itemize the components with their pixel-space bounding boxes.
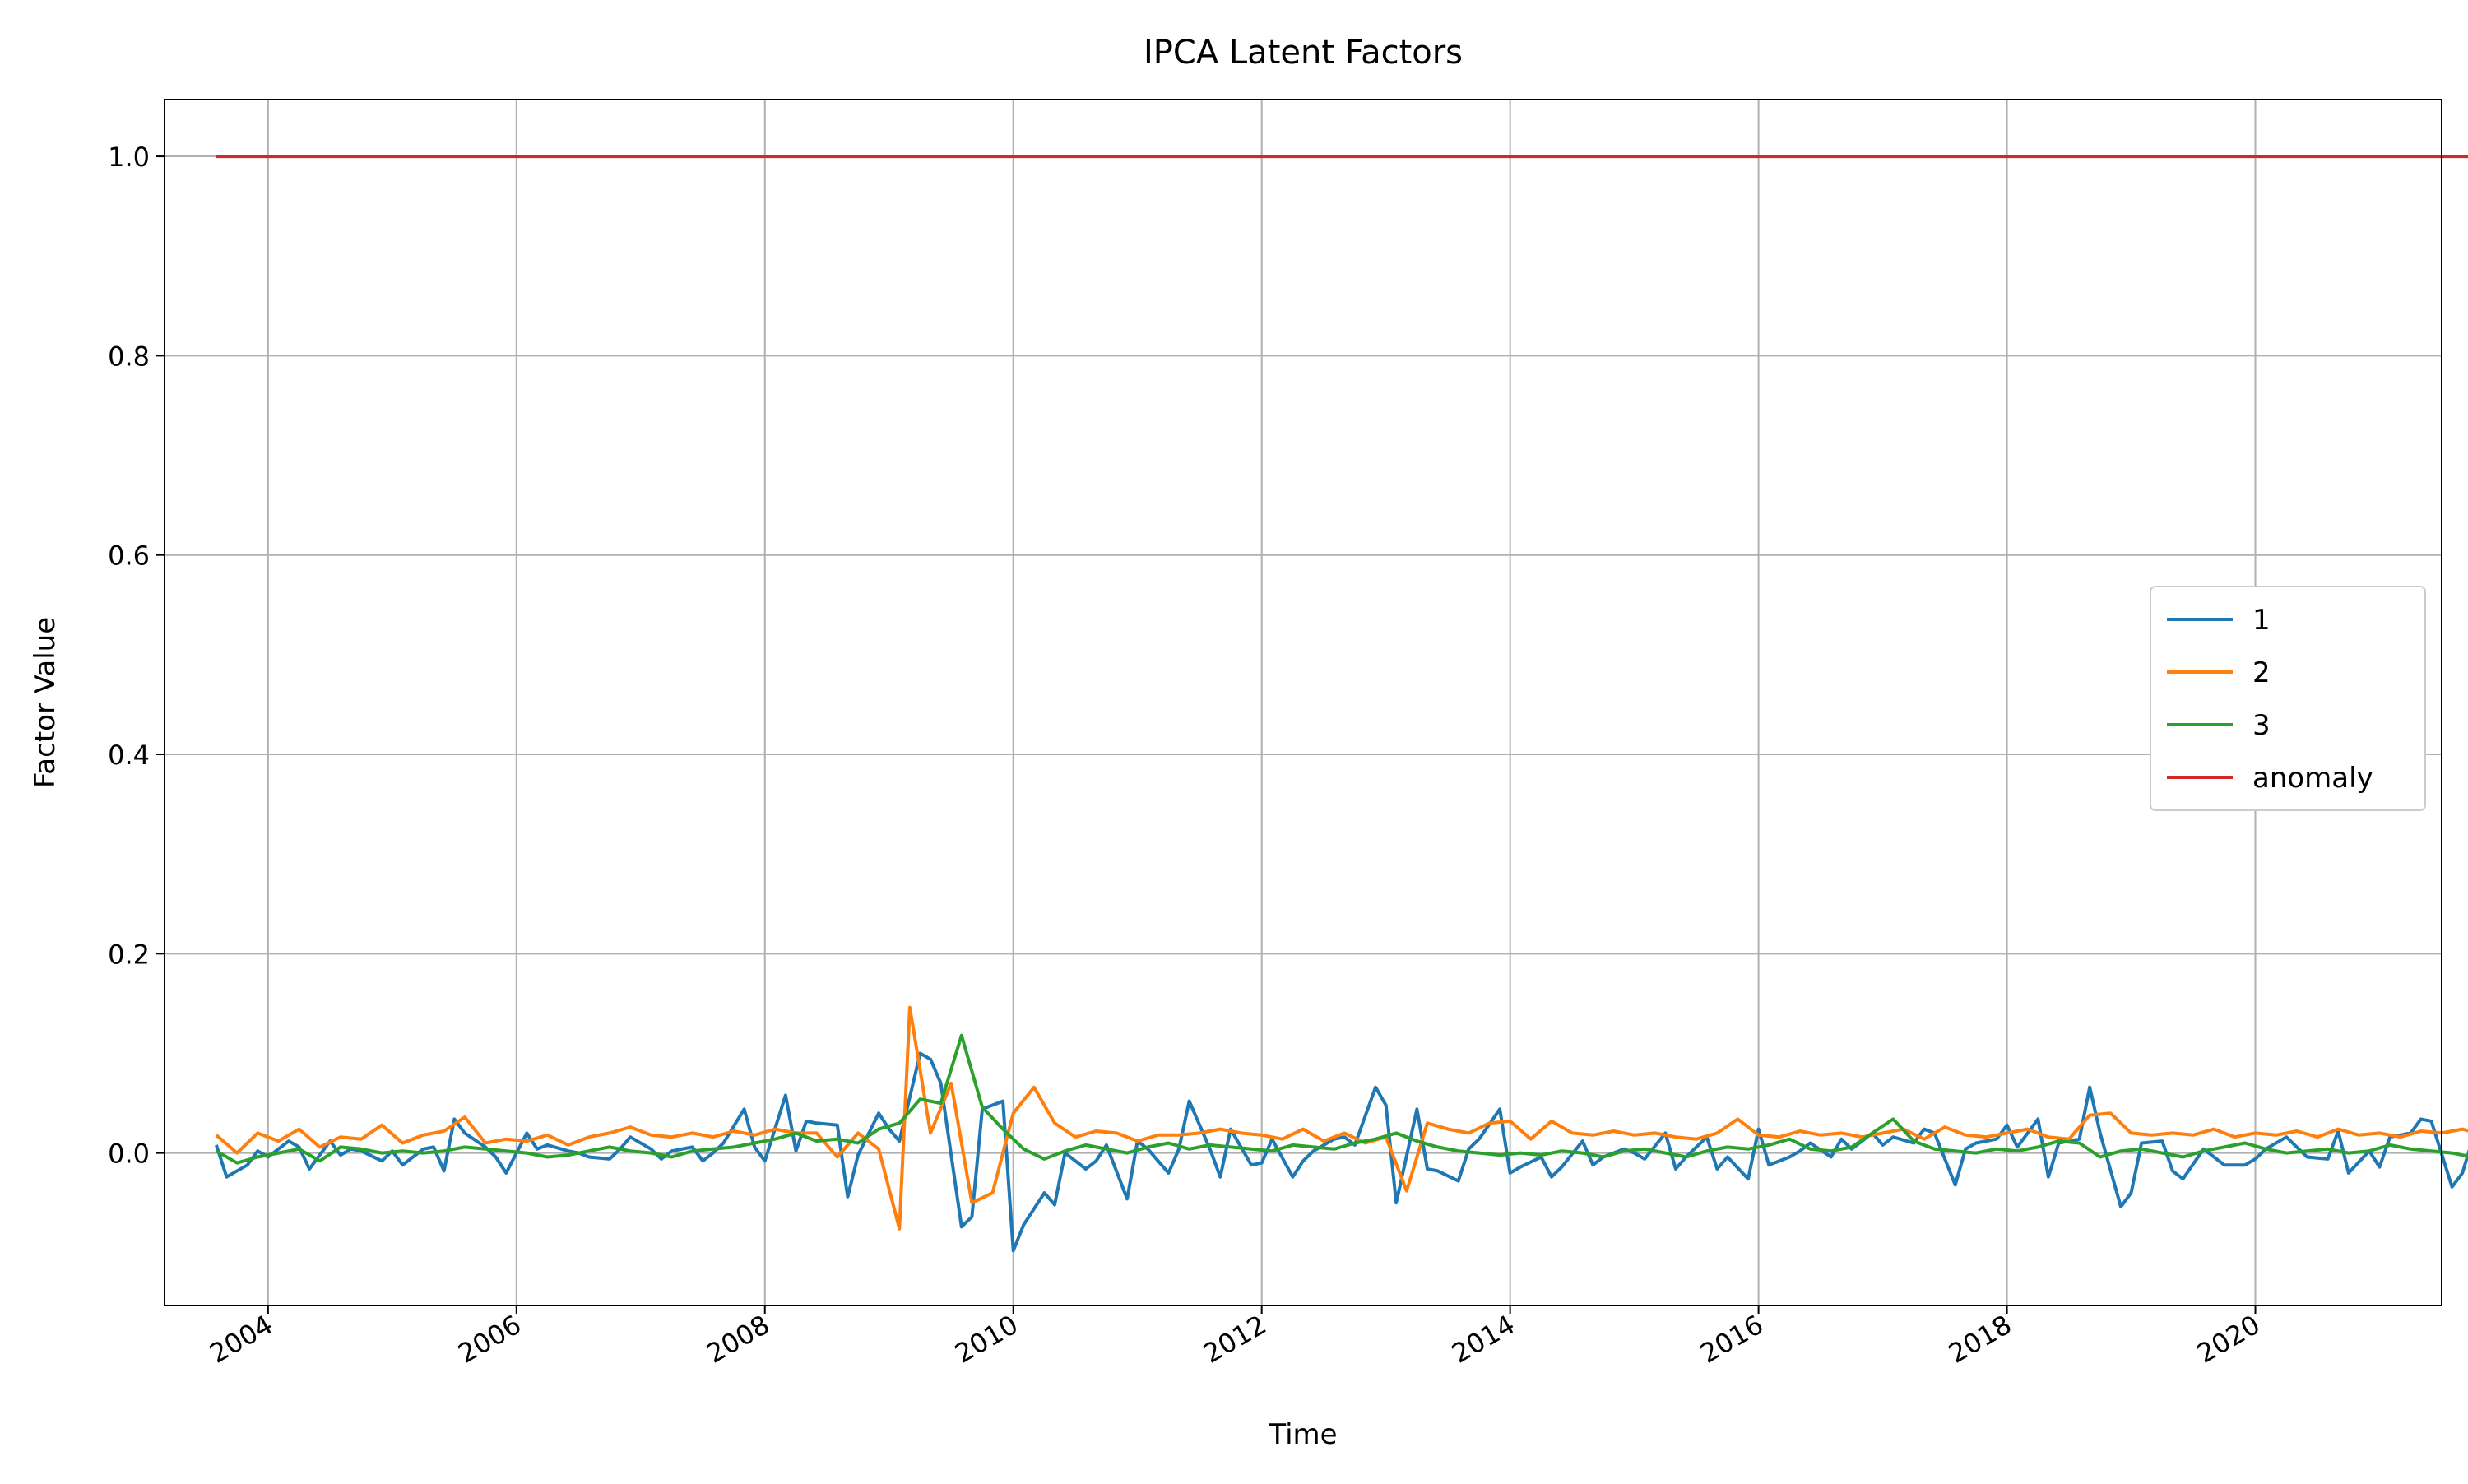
chart-title: IPCA Latent Factors — [1144, 34, 1463, 72]
y-tick-label: 0.6 — [108, 540, 150, 572]
legend-label-3: 3 — [2252, 709, 2271, 742]
y-tick-label: 0.8 — [108, 341, 150, 372]
series-line-1 — [214, 1051, 2468, 1253]
legend-label-1: 1 — [2252, 604, 2271, 637]
y-axis-label: Factor Value — [29, 617, 62, 788]
y-tick-label: 0.0 — [108, 1139, 150, 1170]
plot-frame — [164, 99, 2442, 1306]
y-tick-label: 0.4 — [108, 740, 150, 771]
x-axis-label: Time — [1268, 1418, 1337, 1451]
series-line-2 — [215, 1005, 2468, 1231]
y-tick-label: 1.0 — [108, 141, 150, 173]
legend-frame — [2150, 586, 2426, 811]
y-tick-label: 0.2 — [108, 939, 150, 970]
legend: 1 2 3 anomaly — [2150, 586, 2426, 811]
legend-label-2: 2 — [2252, 656, 2271, 689]
legend-label-anomaly: anomaly — [2252, 762, 2373, 795]
series-line-3 — [215, 1033, 2468, 1165]
